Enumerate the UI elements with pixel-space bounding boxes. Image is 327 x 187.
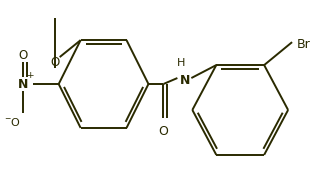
Text: $^{-}$O: $^{-}$O bbox=[4, 116, 21, 128]
Text: O: O bbox=[18, 49, 27, 62]
Text: N: N bbox=[18, 78, 28, 91]
Text: O: O bbox=[50, 56, 59, 69]
Text: O: O bbox=[159, 125, 168, 138]
Text: +: + bbox=[26, 70, 33, 79]
Text: H: H bbox=[177, 58, 185, 68]
Text: Br: Br bbox=[297, 38, 311, 51]
Text: N: N bbox=[180, 73, 191, 87]
